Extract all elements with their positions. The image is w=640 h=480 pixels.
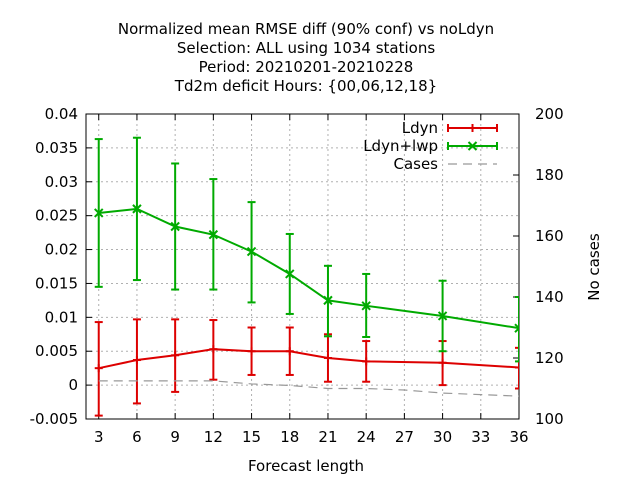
series-1 — [94, 136, 519, 363]
data-point — [208, 229, 219, 240]
x-tick-label: 36 — [509, 428, 528, 446]
y-tick-label: 0.01 — [45, 308, 78, 326]
x-tick-label: 30 — [433, 428, 452, 446]
x-tick-label: 15 — [242, 428, 261, 446]
chart-title: Normalized mean RMSE diff (90% conf) vs … — [118, 20, 494, 95]
tick-labels: 3 6 9 12 15 18 21 24 27 30 33 36-0.00500.0050.010.0… — [30, 105, 564, 446]
data-point — [132, 204, 142, 214]
x-tick-label: 3 — [94, 428, 104, 446]
data-point — [170, 221, 180, 232]
y-tick-label: 0.015 — [35, 274, 78, 292]
y2-tick-label: 160 — [535, 227, 564, 245]
data-point — [323, 295, 333, 306]
x-tick-label: 27 — [395, 428, 414, 446]
y2-tick-label: 100 — [535, 410, 564, 428]
data-point — [361, 301, 371, 311]
y-tick-label: 0.04 — [45, 105, 78, 123]
series-line — [98, 380, 519, 397]
title-line-3: Period: 20210201-20210228 — [199, 58, 414, 76]
x-tick-label: 6 — [132, 428, 142, 446]
grid — [86, 113, 520, 420]
y-tick-label: 0.02 — [45, 241, 78, 259]
y2-tick-label: 140 — [535, 288, 564, 306]
series-0 — [94, 318, 519, 417]
y-tick-label: 0.03 — [45, 173, 78, 191]
legend-label: Ldyn+lwp — [363, 137, 438, 155]
y-tick-label: 0.035 — [35, 139, 78, 157]
x-tick-label: 24 — [357, 428, 376, 446]
y2-axis-label: No cases — [585, 233, 603, 301]
y2-tick-label: 120 — [535, 349, 564, 367]
data-point — [94, 208, 104, 218]
y-tick-label: 0.005 — [35, 342, 78, 360]
plot-border — [85, 113, 520, 420]
x-tick-label: 21 — [318, 428, 337, 446]
legend-label: Cases — [393, 155, 438, 173]
legend-marker — [467, 141, 478, 151]
x-tick-label: 9 — [170, 428, 180, 446]
y2-tick-label: 200 — [535, 105, 564, 123]
y-tick-label: 0 — [68, 376, 78, 394]
y2-tick-label: 180 — [535, 166, 564, 184]
data-point — [285, 269, 295, 279]
x-tick-label: 18 — [280, 428, 299, 446]
y-tick-label: 0.025 — [35, 207, 78, 225]
data-point — [514, 326, 519, 333]
title-line-4: Td2m deficit Hours: {00,06,12,18} — [174, 77, 437, 95]
series — [94, 136, 519, 417]
axes — [85, 113, 520, 420]
x-axis-label: Forecast length — [248, 457, 364, 475]
legend-label: Ldyn — [402, 119, 438, 137]
series-2 — [98, 380, 519, 397]
title-line-2: Selection: ALL using 1034 stations — [177, 39, 436, 57]
data-point — [246, 246, 257, 257]
data-point — [514, 323, 519, 330]
title-line-1: Normalized mean RMSE diff (90% conf) vs … — [118, 20, 494, 38]
x-tick-label: 12 — [204, 428, 223, 446]
series-line — [98, 348, 519, 370]
series-line — [98, 207, 519, 330]
x-tick-label: 33 — [471, 428, 490, 446]
data-point — [437, 311, 448, 321]
y-tick-label: -0.005 — [30, 410, 78, 428]
